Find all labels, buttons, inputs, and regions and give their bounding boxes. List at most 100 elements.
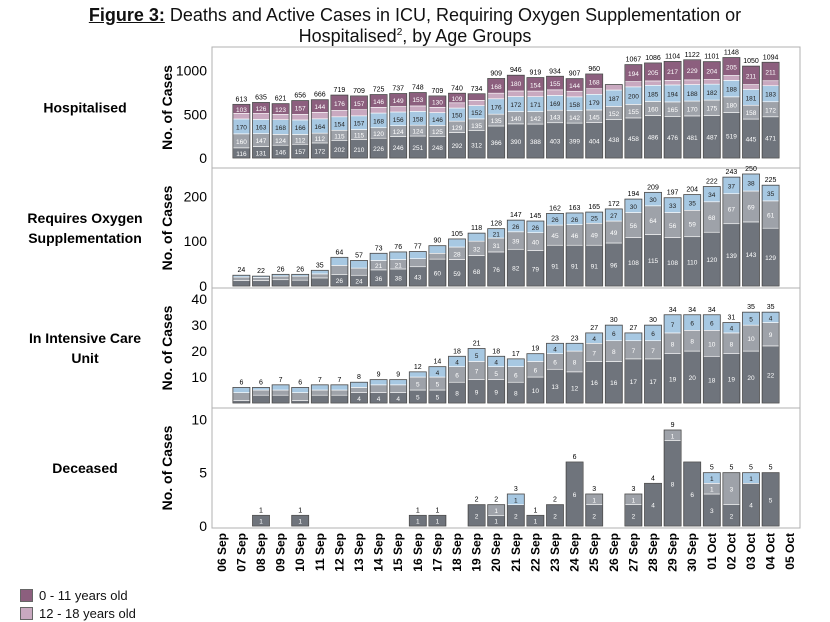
bar-outline [761,311,780,404]
segment-value-label: 22 [767,372,775,379]
segment-value-label: 4 [749,503,753,510]
segment-value-label: 26 [336,278,344,285]
x-tick-label: 25 Sep [587,533,601,572]
segment-value-label: 6 [690,492,694,499]
x-tick-label: 03 Oct [744,533,758,570]
row-label-2: In Intensive Care [29,330,141,346]
bar-segment [232,392,251,401]
segment-value-label: 204 [706,69,717,76]
segment-value-label: 163 [256,125,267,132]
y-tick-label: 10 [191,369,207,385]
bar-outline [526,353,545,404]
segment-value-label: 399 [569,139,580,146]
segment-value-label: 487 [706,135,717,142]
segment-value-label: 126 [256,106,267,113]
bar-total-label: 5 [710,465,714,472]
bar-outline [369,252,388,287]
segment-value-label: 519 [726,133,737,140]
bar-total-label: 194 [628,191,640,198]
segment-value-label: 49 [610,230,618,237]
segment-value-label: 1 [671,433,675,440]
segment-value-label: 115 [334,133,345,140]
bar-outline [624,493,643,527]
bar-outline [389,251,408,287]
segment-value-label: 38 [395,275,403,282]
bar-total-label: 3 [592,486,596,493]
bar-outline [330,384,349,404]
segment-value-label: 2 [592,513,596,520]
bar-segment [330,389,349,396]
bar-outline [585,332,604,404]
segment-value-label: 116 [236,151,247,158]
segment-value-label: 1 [494,508,498,515]
bar-segment [565,343,584,352]
segment-value-label: 1 [592,497,596,504]
bar-total-label: 709 [353,88,365,95]
x-tick-label: 10 Sep [293,533,307,572]
bar-segment [644,80,662,86]
segment-value-label: 5 [416,395,420,402]
bar-total-label: 35 [747,304,755,311]
bar-segment [271,275,290,281]
figure-label: Figure 3: [88,5,165,25]
bar-total-label: 57 [355,252,363,259]
bar-total-label: 919 [530,70,542,77]
segment-value-label: 172 [765,107,776,114]
x-tick-label: 24 Sep [568,533,582,572]
bar-outline [271,384,290,404]
bar-outline [644,324,662,404]
segment-value-label: 9 [769,332,773,339]
segment-value-label: 129 [765,255,776,262]
segment-value-label: 16 [610,380,618,387]
bar-total-label: 27 [630,325,638,332]
segment-value-label: 1 [494,519,498,526]
chart-title-line-1: Figure 3: Deaths and Active Cases in ICU… [0,5,830,26]
segment-value-label: 248 [432,145,443,152]
segment-value-label: 123 [275,107,286,114]
bar-outline [761,472,780,527]
bar-total-label: 147 [510,212,522,219]
segment-value-label: 2 [553,513,557,520]
bar-total-label: 737 [392,86,404,93]
bar-total-label: 2 [553,497,557,504]
segment-value-label: 171 [530,102,541,109]
segment-value-label: 108 [628,260,639,267]
bar-segment [546,89,564,96]
bar-outline [644,482,662,527]
bar-outline [506,74,525,159]
segment-value-label: 3 [710,508,714,515]
bar-total-label: 118 [471,225,482,232]
bar-segment [487,92,506,100]
segment-value-label: 188 [687,91,698,98]
segment-value-label: 9 [494,389,498,396]
segment-value-label: 170 [687,106,698,113]
bar-outline [702,61,721,159]
bar-total-label: 7 [337,377,341,384]
segment-value-label: 37 [728,183,736,190]
x-tick-label: 07 Sep [234,533,248,572]
bar-segment [330,110,349,118]
bar-segment [506,358,525,367]
segment-value-label: 1 [534,519,538,526]
bar-total-label: 748 [412,85,424,92]
segment-value-label: 152 [608,111,619,118]
bar-outline [683,314,702,404]
bar-outline [350,381,368,404]
bar-segment [389,106,408,113]
segment-value-label: 10 [747,336,755,343]
bar-outline [467,232,486,287]
segment-value-label: 28 [453,251,461,258]
segment-value-label: 10 [708,341,716,348]
bar-outline [487,355,506,404]
segment-value-label: 476 [667,135,678,142]
segment-value-label: 79 [532,266,540,273]
segment-value-label: 205 [648,70,659,77]
x-tick-label: 17 Sep [430,533,444,572]
segment-value-label: 2 [514,513,518,520]
segment-value-label: 3 [730,487,734,494]
bar-segment [467,93,486,101]
legend-item-0-11: 0 - 11 years old [20,588,128,603]
segment-value-label: 16 [591,380,599,387]
bar-total-label: 23 [551,335,559,342]
